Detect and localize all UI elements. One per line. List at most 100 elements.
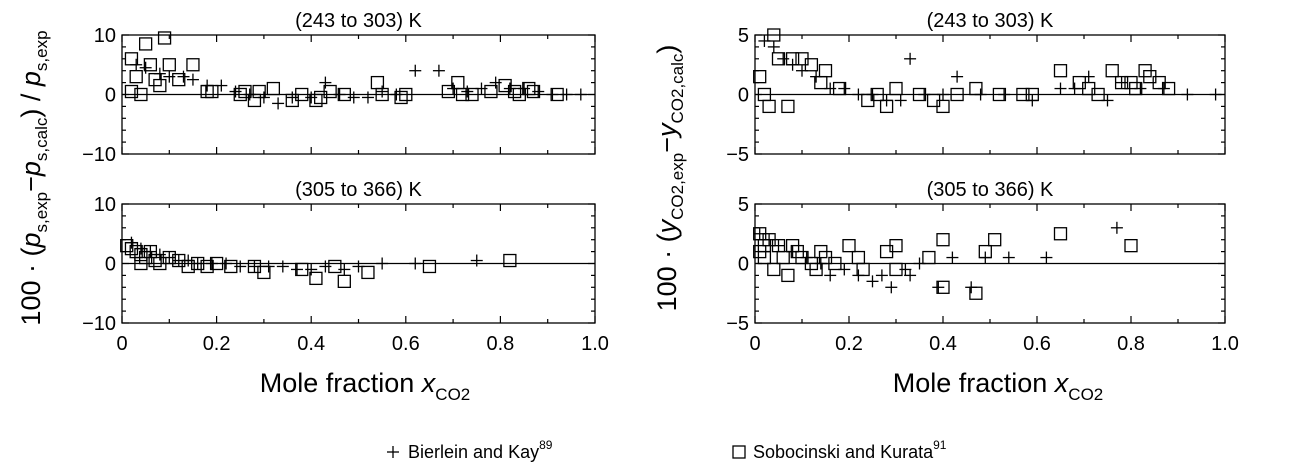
- data-point-square: [337, 87, 351, 102]
- data-point-plus: [319, 76, 332, 89]
- legend: Bierlein and Kay89 Sobocinski and Kurata…: [387, 438, 947, 462]
- data-point-square: [767, 262, 781, 277]
- data-point-square: [978, 244, 992, 259]
- panel-title: (305 to 366) K: [927, 179, 1054, 201]
- right-y-axis-y1: y: [652, 218, 682, 235]
- data-point-plus: [220, 257, 233, 270]
- right-x-axis-text: Mole fraction: [893, 368, 1055, 398]
- data-point-plus: [390, 88, 403, 101]
- chart-panel-3: (243 to 303) K −5 0 5: [726, 10, 1226, 166]
- data-point-plus: [1054, 82, 1067, 95]
- data-point-square: [832, 81, 847, 96]
- data-point-plus: [904, 269, 917, 282]
- data-point-square: [323, 84, 337, 99]
- data-point-square: [375, 87, 389, 102]
- data-point-plus: [461, 85, 474, 98]
- data-point-plus: [951, 70, 964, 83]
- data-point-square: [157, 31, 172, 45]
- data-point-square: [922, 250, 936, 265]
- right-y-axis-y2-sub: CO2,calc: [668, 53, 687, 123]
- data-point-square: [247, 93, 262, 108]
- left-y-axis-p2: p: [16, 161, 46, 177]
- left-y-axis-p2-sub: s,calc: [32, 117, 51, 161]
- data-point-plus: [777, 52, 790, 65]
- x-tick-label: 0.6: [392, 333, 420, 355]
- x-tick-label: 0: [116, 333, 127, 355]
- data-point-square: [455, 87, 470, 102]
- data-point-square: [870, 87, 884, 102]
- data-point-plus: [946, 251, 959, 264]
- data-point-plus: [276, 260, 289, 273]
- data-point-square: [172, 72, 186, 87]
- data-point-square: [771, 52, 786, 66]
- data-point-square: [162, 250, 176, 265]
- x-tick-label: 0.4: [929, 333, 957, 355]
- data-point-square: [153, 78, 167, 93]
- x-tick-label: 1.0: [581, 333, 609, 355]
- chart-panel-1: (243 to 303) K −10 0 10: [82, 10, 596, 166]
- data-point-plus: [338, 263, 351, 276]
- left-y-axis-p1-sub: s,exp: [32, 192, 51, 233]
- data-point-square: [889, 262, 903, 277]
- data-point-square: [936, 280, 950, 294]
- y-tick-label: 0: [105, 85, 116, 107]
- data-point-plus: [409, 64, 422, 77]
- data-point-square: [1105, 64, 1119, 78]
- data-point-plus: [291, 263, 304, 276]
- data-point-plus: [767, 40, 780, 53]
- data-point-plus: [1040, 251, 1053, 264]
- y-tick-label: −10: [82, 313, 116, 335]
- left-y-axis-p1: p: [16, 233, 46, 249]
- data-point-plus: [1209, 88, 1222, 101]
- left-x-axis-var: x: [420, 368, 437, 398]
- data-point-square: [484, 84, 498, 99]
- data-point-square: [936, 99, 950, 114]
- data-point-plus: [234, 260, 247, 273]
- data-point-square: [257, 265, 271, 280]
- data-point-plus: [1002, 251, 1015, 264]
- y-tick-label: 10: [94, 194, 116, 216]
- data-point-square: [209, 256, 224, 271]
- data-point-square: [757, 250, 772, 265]
- data-point-plus: [305, 91, 318, 104]
- data-point-square: [465, 87, 479, 102]
- right-y-axis-y2: y: [652, 122, 682, 139]
- data-point-square: [134, 247, 148, 262]
- data-point-plus: [139, 61, 152, 74]
- data-point-plus: [191, 257, 204, 270]
- data-point-plus: [319, 260, 332, 273]
- legend-ref-91: 91: [933, 438, 947, 452]
- data-point-square: [781, 99, 795, 114]
- data-point-square: [328, 259, 342, 274]
- data-point-plus: [560, 88, 573, 101]
- data-point-plus: [333, 88, 346, 101]
- data-point-square: [186, 58, 200, 72]
- data-point-plus: [932, 281, 945, 294]
- left-y-axis-minus: −: [16, 176, 46, 192]
- data-point-square: [879, 99, 894, 114]
- data-point-square: [785, 52, 800, 66]
- x-tick-label: 0.8: [486, 333, 514, 355]
- right-x-axis-sub: CO2: [1068, 385, 1103, 404]
- data-point-square: [422, 259, 437, 274]
- data-point-square: [526, 84, 541, 99]
- data-point-square: [856, 262, 870, 277]
- left-x-axis-sub: CO2: [435, 385, 470, 404]
- data-point-square: [1053, 64, 1068, 78]
- data-point-square: [191, 256, 205, 271]
- y-tick-label: 0: [738, 254, 749, 276]
- data-point-square: [522, 81, 536, 96]
- left-y-axis-prefix: 100 · (: [16, 248, 46, 326]
- data-point-square: [337, 274, 351, 289]
- left-y-axis-title: 100 · (ps,exp−ps,calc) / ps,exp: [16, 30, 51, 325]
- data-point-square: [851, 250, 866, 265]
- data-point-square: [550, 87, 564, 102]
- data-point-square: [295, 262, 309, 277]
- right-x-axis-title: Mole fraction xCO2: [893, 368, 1104, 404]
- left-y-axis-p3-sub: s,exp: [32, 30, 51, 71]
- legend-label-sobocinski-kurata-text: Sobocinski and Kurata: [753, 442, 934, 462]
- data-point-square: [1053, 227, 1068, 241]
- data-point-square: [441, 84, 456, 99]
